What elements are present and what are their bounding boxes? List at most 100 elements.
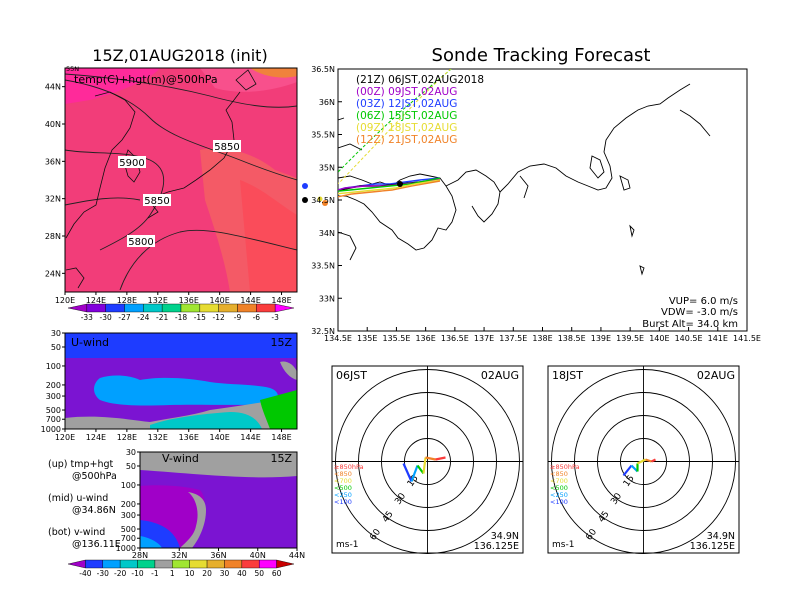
pressure-tick: 200 — [46, 381, 61, 390]
legend-mid-2: @34.86N — [72, 505, 116, 516]
legend-up-1: (up) tmp+hgt — [48, 459, 114, 470]
map500-lon-tick: 148E — [271, 296, 291, 305]
map500-lon-tick: 120E — [55, 296, 75, 305]
pressure-tick: 300 — [121, 511, 136, 520]
legend-mid-1: (mid) u-wind — [48, 493, 108, 504]
legend-up-2: @500hPa — [72, 471, 117, 482]
track-lon-tick: 137E — [474, 334, 494, 343]
hodo-level-legend: ≥850hPa — [334, 463, 364, 471]
track-lon-tick: 137.5E — [499, 334, 527, 343]
hodo-lon: 136.125E — [474, 541, 519, 552]
track-lat-tick: 33N — [319, 294, 335, 303]
vwind-lat-tick: 40N — [250, 551, 266, 560]
map500-lon-tick: 124E — [86, 296, 106, 305]
temp-colorbar-swatch — [143, 303, 163, 313]
pressure-tick: 300 — [46, 392, 61, 401]
hodo-date: 02AUG — [697, 369, 735, 382]
temp-colorbar-swatch — [105, 303, 125, 313]
track-lon-tick: 141.5E — [733, 334, 761, 343]
hodo-level-legend: <850 — [334, 470, 352, 478]
map500-lat-tick: 24N — [45, 269, 61, 278]
uwind-lon-tick: 128E — [117, 433, 137, 442]
uwind-lon-tick: 124E — [86, 433, 106, 442]
pressure-tick: 1000 — [116, 544, 136, 553]
temp-colorbar-label: -6 — [253, 313, 261, 322]
hodo-unit: ms-1 — [552, 540, 574, 550]
temp-colorbar-swatch — [124, 303, 144, 313]
left-title: 15Z,01AUG2018 (init) — [92, 46, 267, 65]
pressure-tick: 30 — [126, 448, 136, 457]
hodo-level-legend: ≥850hPa — [550, 463, 580, 471]
hodo-trace-segment — [645, 458, 652, 463]
wind-colorbar-swatch — [206, 559, 225, 569]
wind-colorbar-label: 40 — [237, 569, 247, 578]
map500-lat-tick: 36N — [45, 157, 61, 166]
track-lon-tick: 135.5E — [382, 334, 410, 343]
wind-colorbar-swatch — [102, 559, 121, 569]
contour-label-3: 5850 — [144, 196, 169, 207]
right-title: Sonde Tracking Forecast — [432, 45, 651, 66]
hodo-trace-segment — [410, 465, 419, 482]
hodo-time: 18JST — [552, 369, 583, 382]
hodo-level-legend: <500 — [334, 484, 352, 492]
contour-label-4: 5800 — [128, 237, 153, 248]
track-lon-tick: 140E — [649, 334, 669, 343]
track-lat-tick: 35N — [319, 163, 335, 172]
map500-panel: 55N temp(C)+hgt(m)@500hPa 5900 5850 5850… — [45, 65, 298, 322]
temp-colorbar-label: -18 — [175, 313, 187, 322]
wind-colorbar-label: -30 — [97, 569, 109, 578]
track-lat-tick: 33.5N — [311, 262, 335, 271]
legend-bot-2: @136.11E — [72, 539, 121, 550]
hodo-level-legend: <250 — [334, 491, 352, 499]
uwind-lon-tick: 136E — [179, 433, 199, 442]
param-vup: VUP= 6.0 m/s — [669, 296, 738, 307]
uwind-lon-tick: 144E — [240, 433, 260, 442]
track-lon-tick: 140.5E — [675, 334, 703, 343]
track-lon-tick: 136.5E — [441, 334, 469, 343]
temp-colorbar-swatch — [218, 303, 238, 313]
pressure-tick: 500 — [121, 525, 136, 534]
hodo-level-legend: <850 — [550, 470, 568, 478]
pressure-tick: 1000 — [41, 425, 61, 434]
temp-colorbar-label: -9 — [234, 313, 242, 322]
uwind-lon-tick: 120E — [55, 433, 75, 442]
track-lat-tick: 35.5N — [311, 131, 335, 140]
wind-colorbar-label: 1 — [170, 569, 175, 578]
temp-colorbar-swatch — [256, 303, 276, 313]
pressure-tick: 100 — [46, 362, 61, 371]
temp-colorbar-label: -15 — [194, 313, 206, 322]
temp-colorbar-label: -3 — [271, 313, 279, 322]
hodo-trace-segment — [637, 458, 646, 465]
param-vdw: VDW= -3.0 m/s — [661, 307, 738, 318]
hodo-level-legend: <700 — [334, 477, 352, 485]
launch-legend-entry: (00Z) 09JST,02AUG — [356, 86, 457, 98]
map500-subtitle: temp(C)+hgt(m)@500hPa — [74, 73, 218, 86]
temp-colorbar-label: -30 — [100, 313, 112, 322]
map500-lat-tick: 40N — [45, 120, 61, 129]
param-burst: Burst Alt= 34.0 km — [642, 319, 738, 330]
wind-colorbar-swatch — [189, 559, 208, 569]
legend-bot-1: (bot) v-wind — [48, 527, 105, 538]
track-lat-tick: 36N — [319, 98, 335, 107]
track-lon-tick: 134.5E — [324, 334, 352, 343]
vwind-label: V-wind — [162, 452, 199, 465]
vwind-time: 15Z — [270, 452, 292, 465]
launch-legend-entry: (21Z) 06JST,02AUG2018 — [356, 74, 484, 86]
map500-corner-label: 55N — [66, 65, 79, 73]
temp-colorbar-swatch — [237, 303, 257, 313]
temp-colorbar-label: -24 — [137, 313, 149, 322]
contour-label-1: 5900 — [119, 158, 144, 169]
track-lat-tick: 34N — [319, 229, 335, 238]
temp-colorbar-label: -33 — [81, 313, 93, 322]
wind-colorbar-swatch — [67, 559, 86, 569]
temp-colorbar-label: -27 — [118, 313, 130, 322]
vwind-lat-tick: 44N — [289, 551, 305, 560]
wind-colorbar-label: 30 — [220, 569, 230, 578]
pressure-tick: 700 — [121, 534, 136, 543]
vwind-lat-tick: 28N — [132, 551, 148, 560]
temp-colorbar-swatch — [86, 303, 106, 313]
